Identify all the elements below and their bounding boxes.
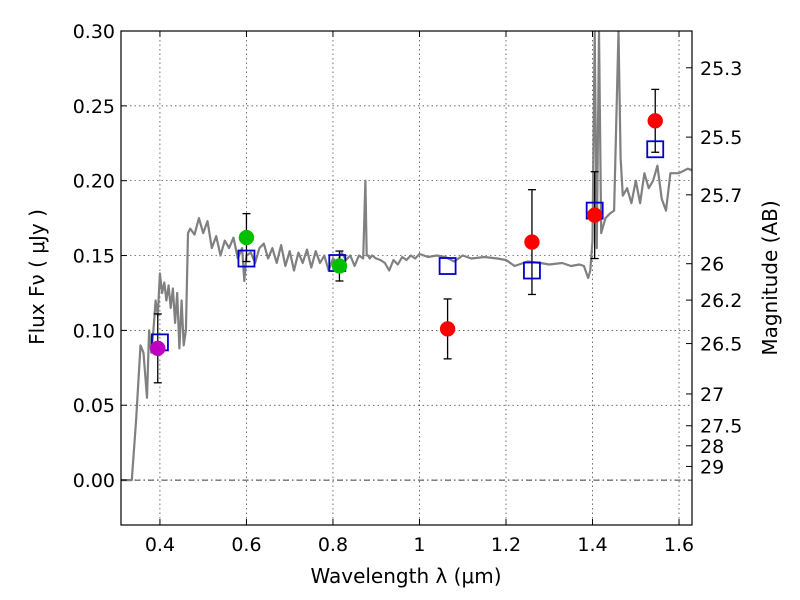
axis-ticks: 0.4 0.6 0.8 1 1.2 1.4 1.6 0.00 0.05 0.10 0.15 0.20 0… xyxy=(73,21,743,556)
y2-tick-label: 28 xyxy=(700,436,724,458)
observed-flux-point xyxy=(150,340,166,357)
sed-model-layer xyxy=(121,31,692,482)
x-tick-label: 1 xyxy=(413,534,425,556)
y-axis-label: Flux Fν ( μJy ) xyxy=(25,209,49,345)
y-tick-label: 0.15 xyxy=(73,246,115,268)
y-axis-label-text: Flux Fν ( μJy ) xyxy=(25,209,49,345)
model-flux-square xyxy=(646,140,665,159)
x-tick-label: 0.6 xyxy=(231,534,261,556)
x-tick-label: 0.4 xyxy=(145,534,175,556)
model-flux-square xyxy=(237,249,256,268)
observed-flux-point xyxy=(439,321,456,337)
observed-flux-point xyxy=(586,207,603,223)
observed-flux-point xyxy=(331,258,348,274)
observed-flux-point xyxy=(647,113,663,129)
y2-tick-label: 25.3 xyxy=(700,58,742,80)
sed-model-line xyxy=(121,31,692,482)
y2-axis-label: Magnitude (AB) xyxy=(758,200,782,355)
y-tick-label: 0.00 xyxy=(73,470,115,492)
y2-tick-label: 26 xyxy=(700,254,724,276)
data-points-layer xyxy=(150,88,665,384)
y2-tick-label: 26.5 xyxy=(700,334,742,356)
x-axis-label-text: Wavelength λ (μm) xyxy=(310,564,501,588)
observed-flux-point xyxy=(238,229,255,246)
y2-tick-label: 27 xyxy=(700,384,724,406)
y-tick-label: 0.30 xyxy=(73,21,115,43)
grid-lines xyxy=(121,30,692,525)
x-axis-label: Wavelength λ (μm) xyxy=(310,564,501,588)
y-tick-label: 0.20 xyxy=(73,171,115,193)
model-flux-square xyxy=(438,257,457,275)
y2-tick-label: 26.2 xyxy=(700,290,742,312)
x-tick-label: 1.4 xyxy=(577,534,607,556)
x-tick-label: 1.2 xyxy=(491,534,521,556)
y2-tick-label: 25.7 xyxy=(700,185,742,207)
model-flux-square xyxy=(523,261,541,280)
y2-tick-label: 27.5 xyxy=(700,416,742,438)
y2-tick-label: 29 xyxy=(700,456,724,478)
plot-frame xyxy=(120,30,693,526)
observed-flux-point xyxy=(524,234,540,250)
y-tick-label: 0.25 xyxy=(73,96,115,118)
y-tick-label: 0.10 xyxy=(73,320,115,342)
y-tick-label: 0.05 xyxy=(73,395,115,417)
x-tick-label: 1.6 xyxy=(664,534,694,556)
x-tick-label: 0.8 xyxy=(318,534,348,556)
y2-tick-label: 25.5 xyxy=(700,127,742,149)
